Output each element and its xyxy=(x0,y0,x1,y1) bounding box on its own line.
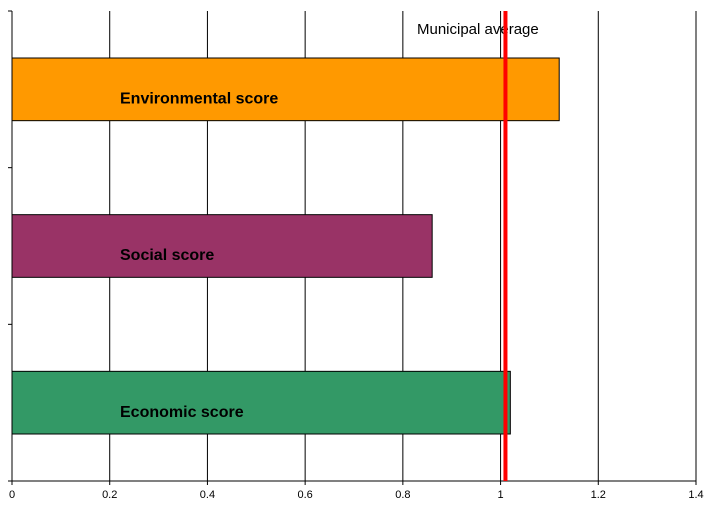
bar xyxy=(11,370,511,435)
bar-label: Social score xyxy=(120,247,214,264)
bar xyxy=(11,57,560,122)
bar-label: Environmental score xyxy=(120,91,278,108)
bar-label: Economic score xyxy=(120,404,244,421)
x-tick-label: 0.2 xyxy=(102,489,117,501)
x-tick-label: 0.6 xyxy=(297,489,312,501)
x-tick-label: 1.2 xyxy=(591,489,606,501)
x-tick-label: 1.4 xyxy=(688,489,703,501)
x-tick-label: 0.8 xyxy=(395,489,410,501)
bar xyxy=(11,214,433,278)
reference-label: Municipal average xyxy=(417,21,539,38)
x-tick-label: 0 xyxy=(9,489,15,501)
x-tick-label: 1 xyxy=(498,489,504,501)
x-tick-label: 0.4 xyxy=(200,489,215,501)
